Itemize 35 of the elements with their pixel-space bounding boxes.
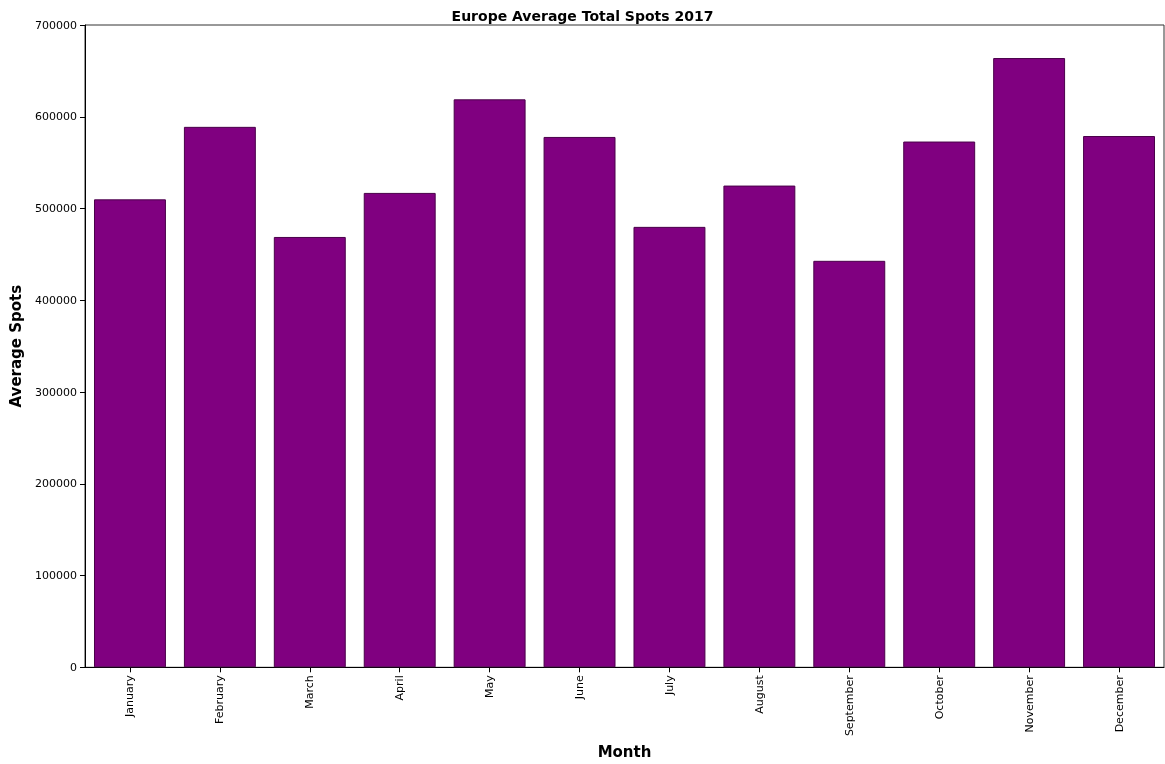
bar xyxy=(633,226,706,668)
x-tick-label: September xyxy=(842,674,856,737)
x-tick-label: October xyxy=(932,674,946,720)
y-tick-label: 700000 xyxy=(35,18,77,32)
x-tick-label: March xyxy=(303,675,317,709)
bar xyxy=(543,136,616,668)
x-tick-label: July xyxy=(662,674,676,697)
bar xyxy=(273,236,346,668)
chart-title: Europe Average Total Spots 2017 xyxy=(451,8,714,24)
x-tick-label: November xyxy=(1022,674,1036,733)
bar xyxy=(93,199,166,668)
x-tick-label: April xyxy=(393,675,407,701)
bar xyxy=(903,141,976,668)
bar xyxy=(1083,136,1156,668)
y-tick-label: 500000 xyxy=(35,202,77,216)
bar xyxy=(813,260,886,668)
x-tick-label: January xyxy=(123,674,137,718)
y-tick-label: 0 xyxy=(70,660,77,674)
y-tick-label: 100000 xyxy=(35,569,77,583)
y-axis-title: Average Spots xyxy=(6,284,25,408)
y-tick-label: 300000 xyxy=(35,385,77,399)
y-tick-label: 400000 xyxy=(35,293,77,307)
bar xyxy=(723,185,796,668)
bar xyxy=(183,126,256,668)
x-tick-label: August xyxy=(752,674,766,714)
bar xyxy=(453,99,526,668)
y-tick-label: 600000 xyxy=(35,110,77,124)
x-axis-title: Month xyxy=(597,742,652,761)
bar xyxy=(993,58,1066,668)
bar xyxy=(363,192,436,668)
x-tick-label: June xyxy=(573,675,587,701)
y-tick-label: 200000 xyxy=(35,477,77,491)
x-tick-label: December xyxy=(1112,674,1126,733)
x-tick-label: February xyxy=(213,674,227,725)
x-tick-label: May xyxy=(483,674,497,699)
